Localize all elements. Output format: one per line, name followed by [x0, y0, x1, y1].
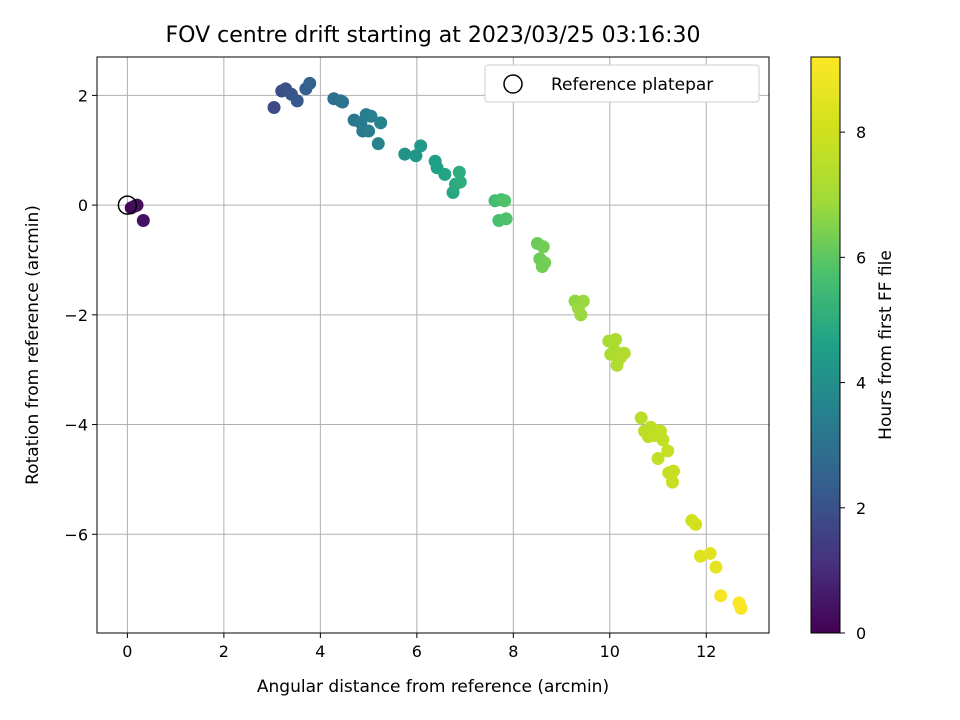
data-point: [714, 589, 728, 603]
data-point: [414, 139, 428, 153]
data-point: [362, 124, 376, 138]
y-tick-label: −6: [64, 525, 88, 544]
colorbar-tick-label: 0: [856, 624, 866, 643]
y-tick-label: 2: [78, 86, 88, 105]
data-point: [666, 464, 680, 478]
colorbar: [810, 56, 841, 634]
chart-title: FOV centre drift starting at 2023/03/25 …: [166, 23, 701, 48]
reference-point-marker: [117, 195, 138, 215]
colorbar-tick-label: 2: [856, 499, 866, 518]
data-point: [651, 452, 665, 466]
data-point: [499, 212, 513, 226]
data-point: [634, 411, 648, 425]
data-point: [656, 433, 670, 447]
data-point: [290, 94, 304, 108]
x-tick-label: 8: [508, 642, 518, 661]
data-point: [734, 601, 748, 615]
x-tick-label: 0: [122, 642, 132, 661]
x-tick-label: 4: [315, 642, 325, 661]
x-axis-ticks: 0 2 4 6 8 10 12: [122, 633, 716, 661]
grid-lines: [97, 57, 769, 633]
y-tick-label: −2: [64, 306, 88, 325]
y-axis-label: Rotation from reference (arcmin): [23, 205, 43, 485]
data-point: [666, 475, 680, 489]
data-point: [689, 517, 703, 531]
x-tick-label: 2: [219, 642, 229, 661]
scatter-points: [124, 76, 748, 615]
x-tick-label: 10: [600, 642, 620, 661]
y-axis-ticks: −6 −4 −2 0 2: [64, 86, 97, 544]
y-tick-label: 0: [78, 196, 88, 215]
data-point: [398, 147, 412, 161]
x-tick-label: 12: [696, 642, 716, 661]
data-point: [576, 294, 590, 308]
data-point: [409, 149, 423, 163]
data-point: [452, 165, 466, 179]
data-point: [538, 256, 552, 270]
data-point: [703, 546, 717, 560]
data-point: [609, 333, 623, 347]
colorbar-label: Hours from first FF file: [876, 250, 896, 440]
data-point: [574, 308, 588, 322]
data-point: [371, 137, 385, 151]
data-point: [498, 194, 512, 208]
x-tick-label: 6: [412, 642, 422, 661]
data-point: [303, 76, 317, 90]
plot-frame: [96, 56, 770, 634]
data-point: [364, 109, 378, 123]
data-point: [438, 167, 452, 181]
data-point: [709, 560, 723, 574]
data-point: [536, 240, 550, 254]
colorbar-tick-label: 8: [856, 123, 866, 142]
legend: Reference platepar: [484, 64, 760, 103]
legend-marker: [503, 74, 523, 94]
data-point: [617, 346, 631, 360]
colorbar-ticks: 0 2 4 6 8: [840, 123, 866, 643]
data-point: [661, 444, 675, 458]
x-axis-label: Angular distance from reference (arcmin): [257, 677, 609, 697]
legend-entry-reference-platepar: Reference platepar: [551, 75, 713, 95]
colorbar-tick-label: 4: [856, 374, 866, 393]
data-point: [136, 213, 150, 227]
y-tick-label: −4: [64, 416, 88, 435]
data-point: [453, 175, 467, 189]
data-point: [267, 100, 281, 114]
colorbar-tick-label: 6: [856, 248, 866, 267]
data-point: [336, 95, 350, 109]
data-point: [374, 116, 388, 130]
legend-box: [484, 64, 760, 103]
